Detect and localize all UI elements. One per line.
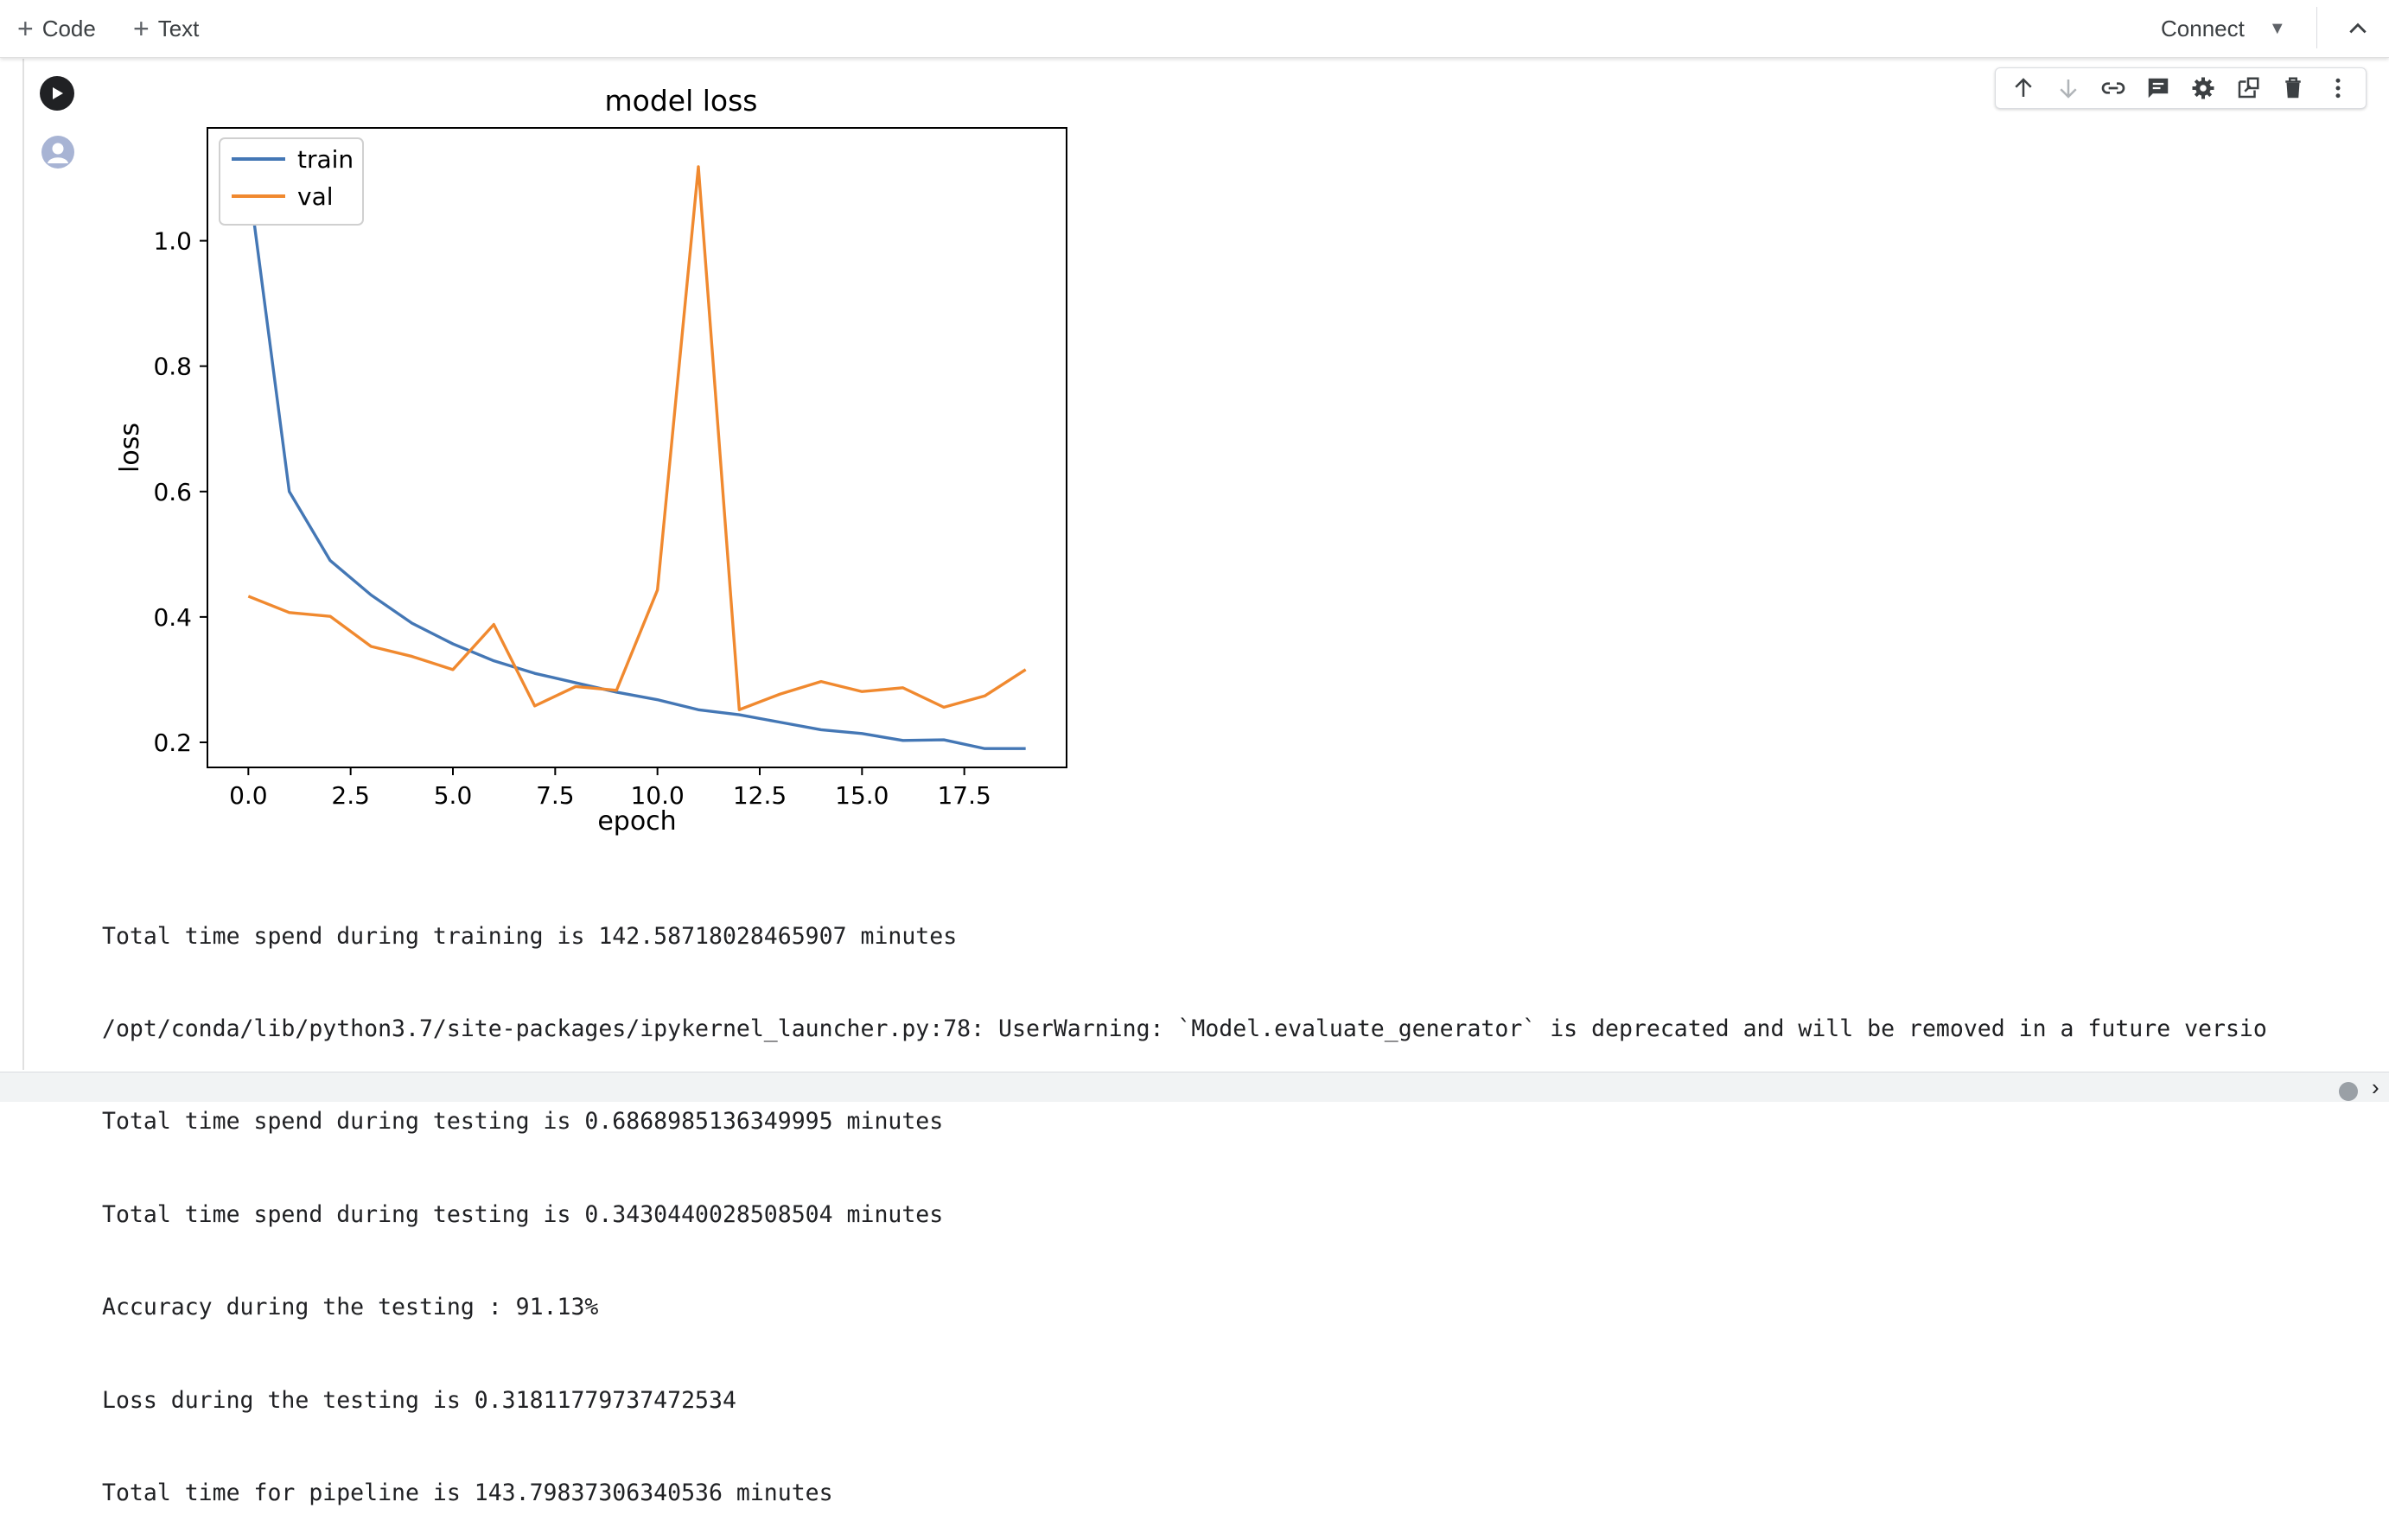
collapse-header-button[interactable] [2341, 9, 2375, 48]
x-tick-label: 7.5 [536, 781, 575, 810]
add-text-button[interactable]: + Text [133, 9, 199, 48]
chart-legend: train val [220, 138, 363, 225]
more-options-icon[interactable] [2321, 71, 2355, 105]
add-code-button[interactable]: + Code [17, 9, 96, 48]
output-line: Total time for pipeline is 143.798373063… [102, 1478, 2384, 1509]
output-line: Total time spend during testing is 0.343… [102, 1200, 2384, 1231]
delete-icon[interactable] [2276, 71, 2310, 105]
comment-icon[interactable] [2141, 71, 2176, 105]
connect-button[interactable]: Connect ▼ [2161, 9, 2286, 48]
avatar [41, 136, 74, 169]
legend-label-val: val [297, 182, 334, 211]
y-tick-label: 0.6 [153, 478, 192, 506]
link-icon[interactable] [2096, 71, 2131, 105]
run-cell-button[interactable] [40, 76, 74, 111]
y-tick-label: 1.0 [153, 227, 192, 256]
status-bar: › [0, 1072, 2389, 1102]
move-down-icon[interactable] [2051, 71, 2086, 105]
output-line: Total time spend during testing is 0.686… [102, 1106, 2384, 1137]
x-tick-label: 17.5 [937, 781, 991, 810]
move-up-icon[interactable] [2006, 71, 2041, 105]
series-line-train [248, 178, 1025, 748]
x-tick-label: 2.5 [331, 781, 370, 810]
chevron-up-icon [2347, 17, 2369, 40]
x-tick-label: 5.0 [434, 781, 473, 810]
plus-icon: + [133, 15, 150, 42]
output-line: /opt/conda/lib/python3.7/site-packages/i… [102, 1014, 2384, 1045]
add-text-label: Text [158, 16, 200, 42]
toolbar-divider [2316, 7, 2317, 48]
connect-label: Connect [2161, 16, 2245, 42]
series-line-val [248, 167, 1025, 710]
x-tick-label: 12.5 [733, 781, 787, 810]
settings-icon[interactable] [2186, 71, 2220, 105]
cell-output: Total time spend during training is 142.… [102, 859, 2384, 1540]
y-axis-label: loss [115, 423, 145, 473]
chevron-right-icon[interactable]: › [2372, 1074, 2379, 1101]
chevron-down-icon[interactable]: ▼ [2269, 19, 2286, 39]
user-icon [41, 136, 74, 169]
cell-toolbar [1995, 67, 2367, 109]
chart-title: model loss [605, 84, 758, 118]
notebook-toolbar: + Code + Text Connect ▼ [0, 0, 2389, 58]
x-axis-label: epoch [597, 806, 676, 837]
y-tick-label: 0.4 [153, 603, 192, 632]
y-tick-label: 0.8 [153, 353, 192, 381]
add-code-label: Code [42, 16, 96, 42]
mirror-cell-icon[interactable] [2231, 71, 2265, 105]
status-indicator-icon [2339, 1082, 2358, 1101]
output-line: Loss during the testing is 0.31811779737… [102, 1385, 2384, 1416]
plus-icon: + [17, 15, 34, 42]
output-line: Total time spend during training is 142.… [102, 921, 2384, 952]
x-tick-label: 15.0 [835, 781, 889, 810]
output-line: Accuracy during the testing : 91.13% [102, 1292, 2384, 1323]
legend-label-train: train [297, 145, 354, 174]
y-tick-label: 0.2 [153, 729, 192, 757]
play-icon [49, 86, 65, 101]
x-tick-label: 0.0 [229, 781, 268, 810]
